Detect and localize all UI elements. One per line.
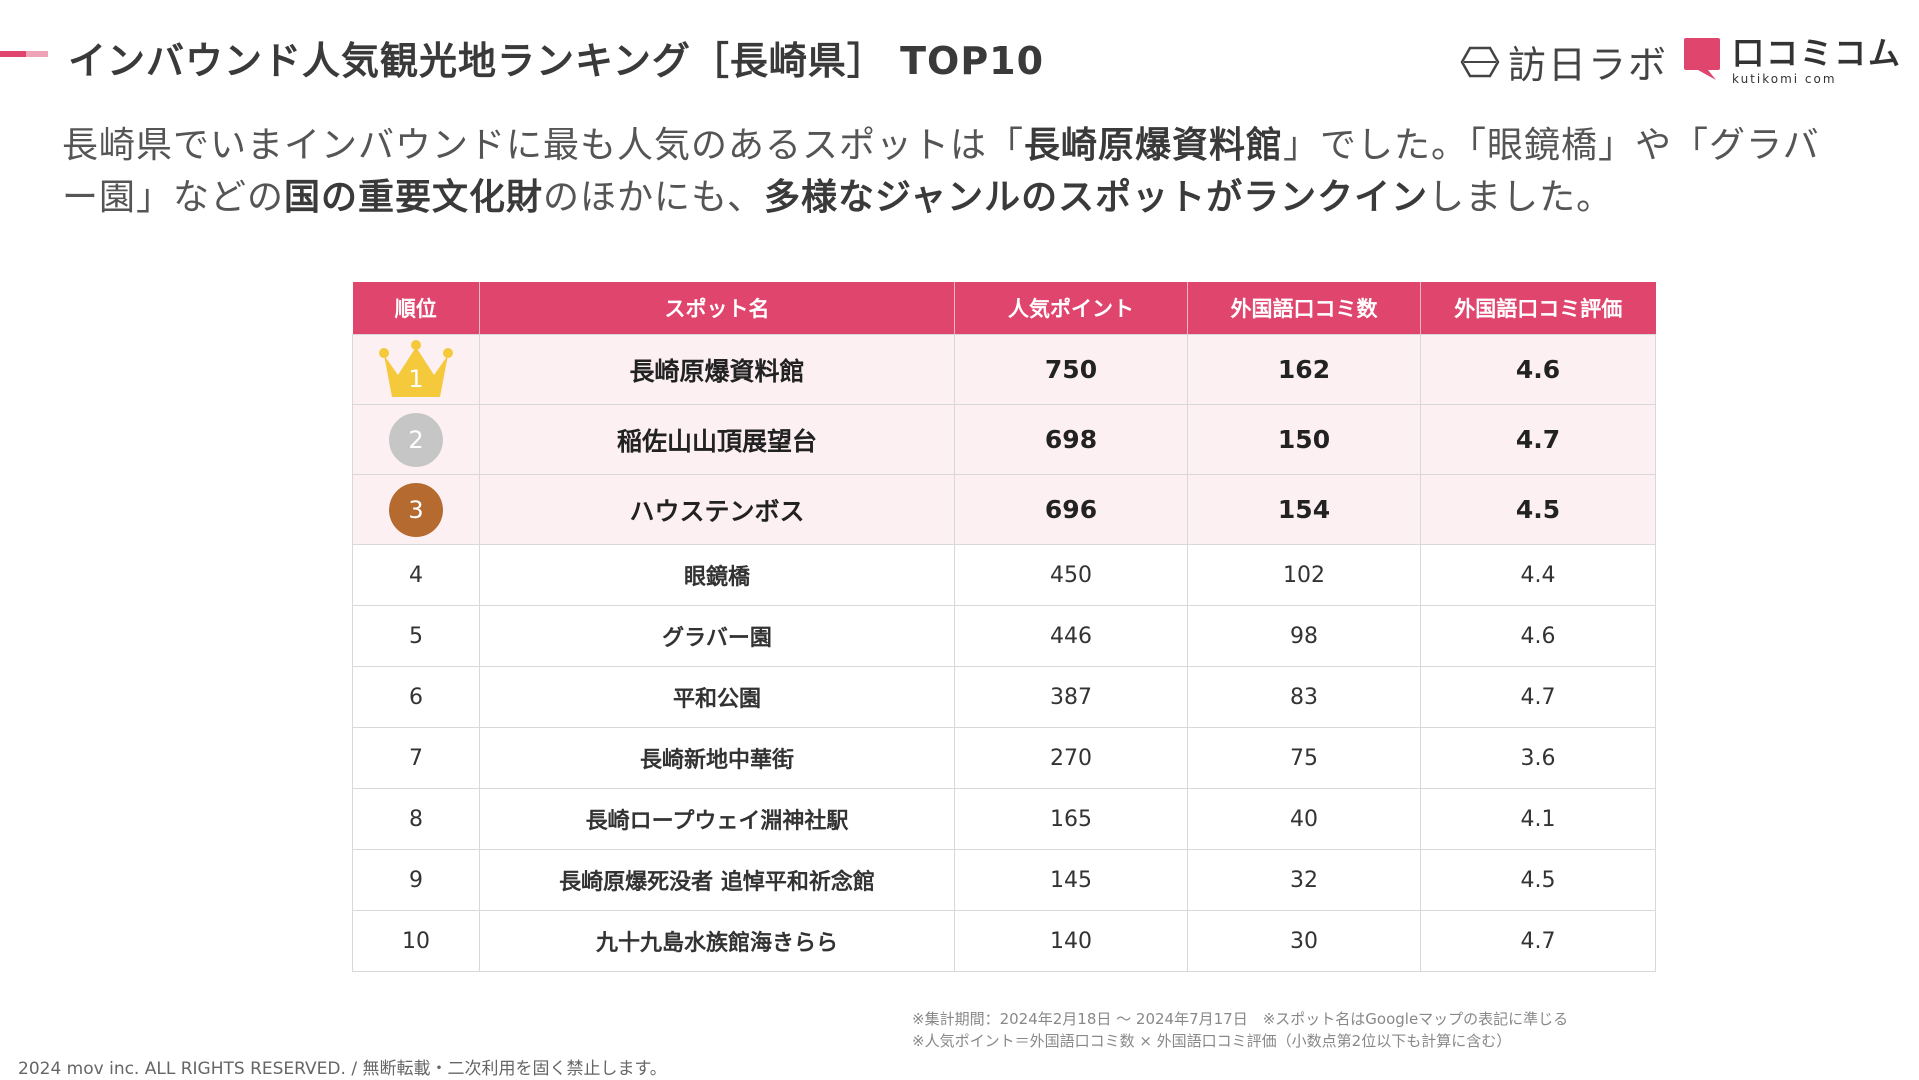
points: 446 xyxy=(954,605,1188,667)
points: 140 xyxy=(954,910,1188,972)
review-rating: 4.7 xyxy=(1420,666,1656,728)
copyright: 2024 mov inc. ALL RIGHTS RESERVED. / 無断転… xyxy=(18,1059,667,1079)
points: 145 xyxy=(954,849,1188,911)
accent-bar xyxy=(0,51,48,57)
review-rating: 4.7 xyxy=(1420,910,1656,972)
review-rating: 4.6 xyxy=(1420,334,1656,405)
review-rating: 4.4 xyxy=(1420,544,1656,606)
accent-bar-dark xyxy=(0,51,26,57)
summary-bold-1: 長崎原爆資料館 xyxy=(1024,125,1284,166)
spot-name: 眼鏡橋 xyxy=(479,544,955,606)
kutikomi-text: 口コミコム xyxy=(1732,34,1903,72)
page-title: インバウンド人気観光地ランキング［長崎県］ TOP10 xyxy=(68,39,1045,83)
table-row: 2 稲佐山山頂展望台 698 150 4.7 xyxy=(352,404,1656,475)
spot-name: ハウステンボス xyxy=(479,474,955,545)
review-count: 75 xyxy=(1187,727,1421,789)
spot-name: 長崎新地中華街 xyxy=(479,727,955,789)
footnote-period: ※集計期間：2024年2月18日 〜 2024年7月17日 ※スポット名はGoo… xyxy=(912,1010,1569,1028)
honichi-lab-icon xyxy=(1460,46,1500,77)
rank-cell: 1 xyxy=(352,334,480,405)
speech-bubble-icon xyxy=(1684,38,1720,80)
points: 696 xyxy=(954,474,1188,545)
spot-name: 稲佐山山頂展望台 xyxy=(479,404,955,475)
accent-bar-light xyxy=(26,51,48,57)
honichi-lab-logo: 訪日ラボ xyxy=(1460,34,1668,89)
points: 165 xyxy=(954,788,1188,850)
rank-cell: 7 xyxy=(352,727,480,789)
table-header-row: 順位 スポット名 人気ポイント 外国語口コミ数 外国語口コミ評価 xyxy=(352,282,1656,335)
points: 450 xyxy=(954,544,1188,606)
review-count: 32 xyxy=(1187,849,1421,911)
review-rating: 4.1 xyxy=(1420,788,1656,850)
bronze-medal-icon: 3 xyxy=(389,482,443,537)
review-count: 40 xyxy=(1187,788,1421,850)
header-rating: 外国語口コミ評価 xyxy=(1420,282,1656,335)
summary-part-4: しました。 xyxy=(1428,177,1614,218)
summary-bold-2: 国の重要文化財 xyxy=(284,177,544,218)
review-count: 83 xyxy=(1187,666,1421,728)
kutikomi-logo: 口コミコム kutikomi com xyxy=(1682,36,1902,86)
review-count: 162 xyxy=(1187,334,1421,405)
header-spot: スポット名 xyxy=(479,282,955,335)
table-row: 8 長崎ロープウェイ淵神社駅 165 40 4.1 xyxy=(352,788,1656,850)
summary-text: 長崎県でいまインバウンドに最も人気のあるスポットは「長崎原爆資料館」でした。「眼… xyxy=(62,120,1852,224)
points: 698 xyxy=(954,404,1188,475)
rank-cell: 8 xyxy=(352,788,480,850)
table-row: 7 長崎新地中華街 270 75 3.6 xyxy=(352,727,1656,789)
review-count: 154 xyxy=(1187,474,1421,545)
points: 270 xyxy=(954,727,1188,789)
review-rating: 4.6 xyxy=(1420,605,1656,667)
review-count: 150 xyxy=(1187,404,1421,475)
table-row: 3 ハウステンボス 696 154 4.5 xyxy=(352,474,1656,545)
rank-cell: 5 xyxy=(352,605,480,667)
review-rating: 4.5 xyxy=(1420,474,1656,545)
spot-name: 長崎原爆資料館 xyxy=(479,334,955,405)
table-row: 9 長崎原爆死没者 追悼平和祈念館 145 32 4.5 xyxy=(352,849,1656,911)
review-count: 102 xyxy=(1187,544,1421,606)
review-count: 98 xyxy=(1187,605,1421,667)
review-count: 30 xyxy=(1187,910,1421,972)
header-points: 人気ポイント xyxy=(954,282,1188,335)
table-row: 10 九十九島水族館海きらら 140 30 4.7 xyxy=(352,910,1656,972)
table-row: 6 平和公園 387 83 4.7 xyxy=(352,666,1656,728)
table-row: 5 グラバー園 446 98 4.6 xyxy=(352,605,1656,667)
summary-part-2: 」でした。「眼鏡橋」や「グラバー園」などの xyxy=(62,125,1820,218)
rank-number: 1 xyxy=(408,364,424,393)
footnotes: ※集計期間：2024年2月18日 〜 2024年7月17日 ※スポット名はGoo… xyxy=(912,1008,1568,1052)
table-row: 4 眼鏡橋 450 102 4.4 xyxy=(352,544,1656,606)
points: 750 xyxy=(954,334,1188,405)
spot-name: 長崎ロープウェイ淵神社駅 xyxy=(479,788,955,850)
rank-cell: 4 xyxy=(352,544,480,606)
gold-crown-icon: 1 xyxy=(376,339,456,401)
spot-name: 長崎原爆死没者 追悼平和祈念館 xyxy=(479,849,955,911)
honichi-lab-text: 訪日ラボ xyxy=(1508,43,1669,87)
header-reviews: 外国語口コミ数 xyxy=(1187,282,1421,335)
summary-bold-3: 多様なジャンルのスポットがランクイン xyxy=(763,177,1429,218)
silver-medal-icon: 2 xyxy=(389,412,443,467)
points: 387 xyxy=(954,666,1188,728)
spot-name: 九十九島水族館海きらら xyxy=(479,910,955,972)
summary-part-3: のほかにも、 xyxy=(543,177,764,218)
rank-cell: 2 xyxy=(352,404,480,475)
review-rating: 4.7 xyxy=(1420,404,1656,475)
footnote-formula: ※人気ポイント＝外国語口コミ数 × 外国語口コミ評価（小数点第2位以下も計算に含… xyxy=(912,1032,1512,1050)
spot-name: グラバー園 xyxy=(479,605,955,667)
header-rank: 順位 xyxy=(352,282,480,335)
review-rating: 4.5 xyxy=(1420,849,1656,911)
kutikomi-subtext: kutikomi com xyxy=(1732,72,1837,86)
rank-cell: 9 xyxy=(352,849,480,911)
summary-part-1: 長崎県でいまインバウンドに最も人気のあるスポットは「 xyxy=(62,125,1025,166)
rank-cell: 10 xyxy=(352,910,480,972)
table-row: 1 長崎原爆資料館 750 162 4.6 xyxy=(352,334,1656,405)
rank-cell: 6 xyxy=(352,666,480,728)
ranking-table: 順位 スポット名 人気ポイント 外国語口コミ数 外国語口コミ評価 1 長崎原 xyxy=(352,282,1656,972)
rank-cell: 3 xyxy=(352,474,480,545)
spot-name: 平和公園 xyxy=(479,666,955,728)
review-rating: 3.6 xyxy=(1420,727,1656,789)
